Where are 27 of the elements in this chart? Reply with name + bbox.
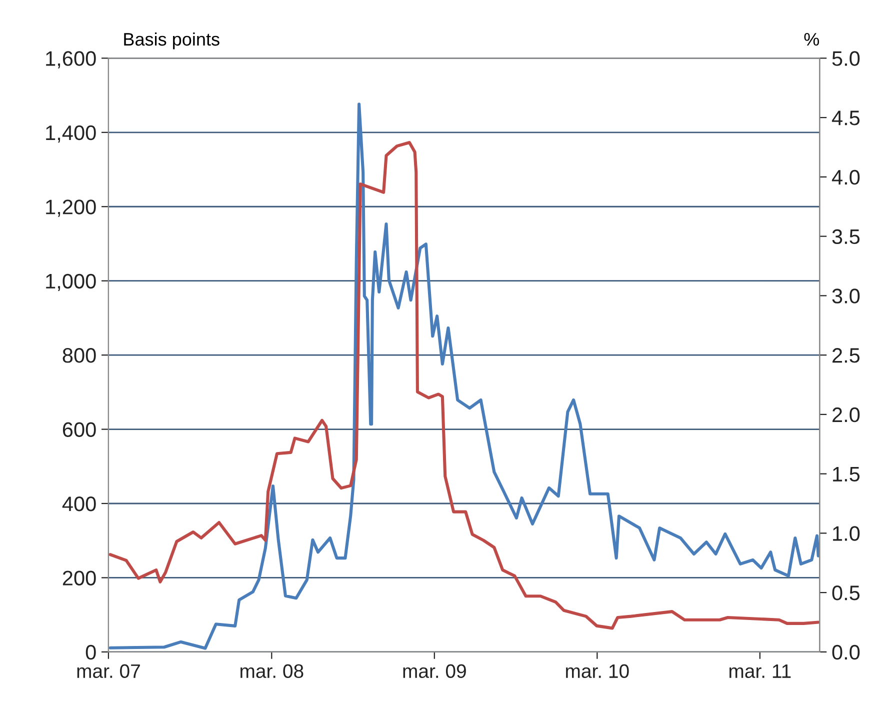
y-axis-title: Basis points — [124, 32, 220, 50]
y2-tick-label: 0.5 — [832, 586, 860, 600]
x-tick-label: mar. 09 — [403, 664, 466, 678]
y-tick-label: 1,000 — [46, 274, 96, 292]
y-tick-label: 1,600 — [46, 51, 96, 68]
y-tick-label: 0 — [86, 644, 96, 660]
y2-tick-label: 5.0 — [832, 51, 860, 66]
y2-tick-label: 3.5 — [832, 229, 860, 244]
y2-tick-label: 4.5 — [832, 110, 860, 126]
y-tick-label: 1,200 — [46, 200, 96, 217]
y2-tick-label: 4.0 — [832, 170, 860, 185]
y2-tick-label: 2.5 — [832, 348, 860, 363]
y2-tick-label: 3.0 — [832, 288, 860, 304]
y2-tick-label: 2.0 — [832, 407, 860, 422]
y-tick-label: 400 — [62, 496, 96, 512]
x-tick-label: mar. 08 — [240, 664, 304, 678]
y-tick-label: 800 — [62, 348, 96, 363]
y2-axis-title: % — [804, 33, 820, 46]
x-tick-label: mar. 11 — [729, 664, 791, 678]
y-tick-label: 200 — [62, 570, 96, 586]
y2-tick-label: 0.0 — [832, 644, 860, 660]
y2-tick-label: 1.0 — [833, 526, 860, 541]
x-tick-label: mar. 07 — [77, 664, 140, 678]
y2-tick-label: 1.5 — [833, 467, 860, 482]
x-tick-label: mar. 10 — [566, 664, 629, 678]
y-tick-label: 1,400 — [46, 125, 96, 143]
y-tick-label: 600 — [62, 422, 96, 438]
